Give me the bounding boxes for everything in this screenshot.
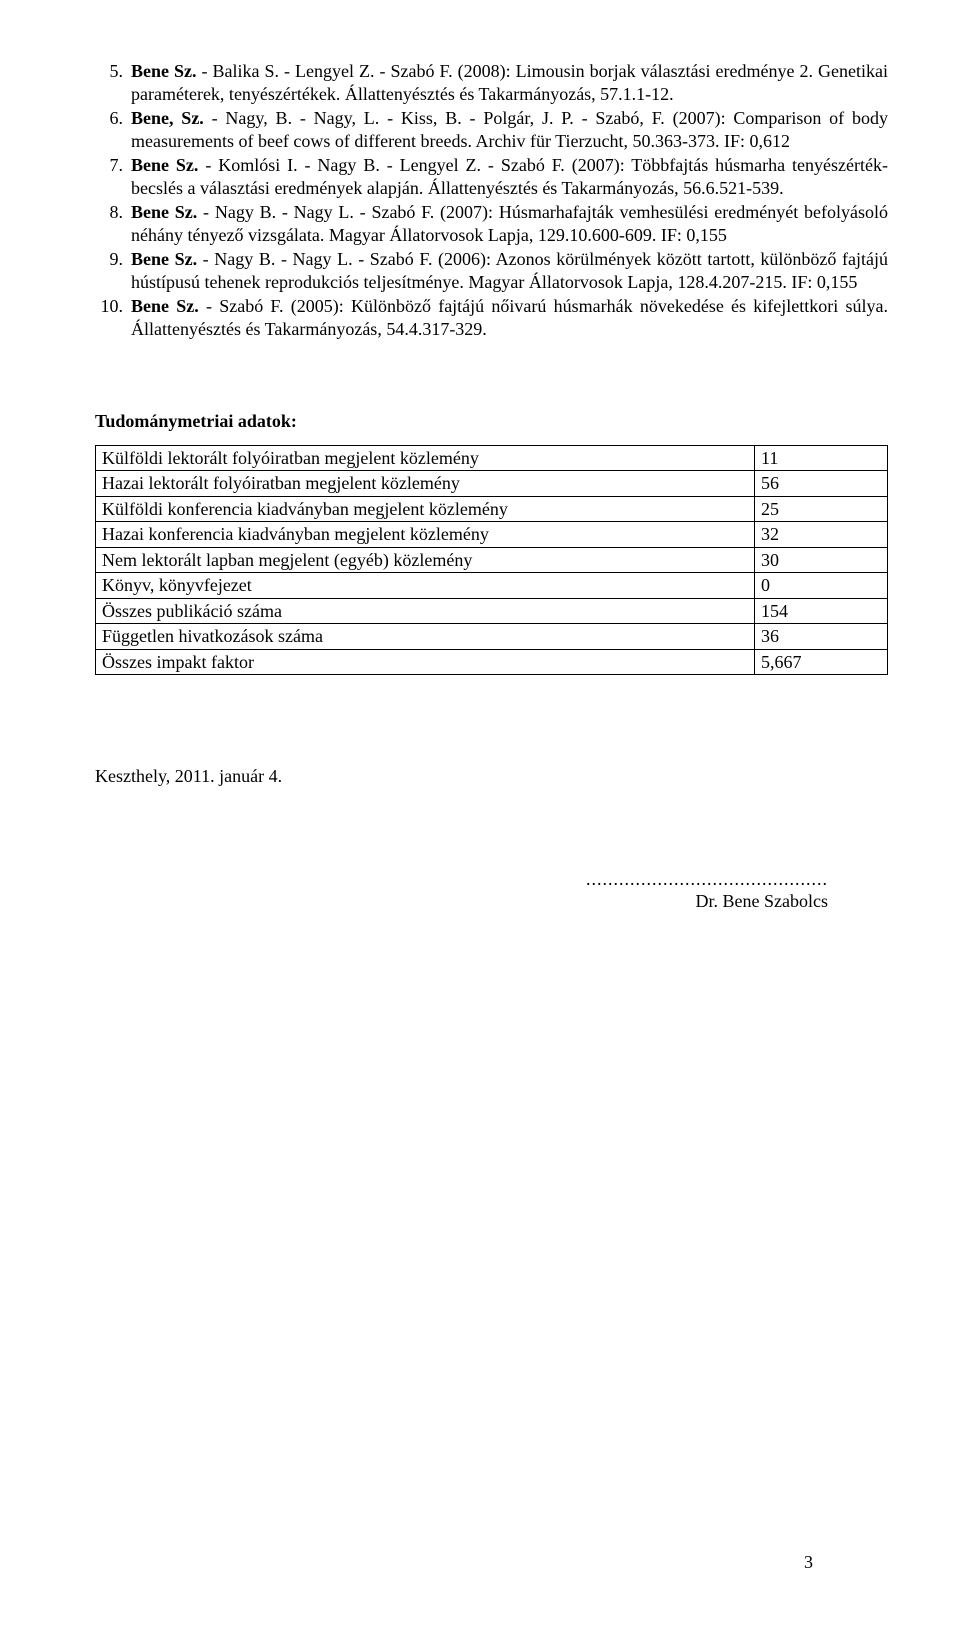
date-line: Keszthely, 2011. január 4. [95, 765, 888, 788]
metric-label: Összes impakt faktor [96, 649, 755, 675]
metrics-table: Külföldi lektorált folyóiratban megjelen… [95, 445, 888, 676]
metric-value: 32 [755, 522, 888, 548]
table-row: Külföldi konferencia kiadványban megjele… [96, 496, 888, 522]
table-row: Külföldi lektorált folyóiratban megjelen… [96, 445, 888, 471]
table-row: Könyv, könyvfejezet0 [96, 573, 888, 599]
table-row: Független hivatkozások száma36 [96, 624, 888, 650]
reference-text: Bene Sz. - Balika S. - Lengyel Z. - Szab… [131, 60, 888, 105]
reference-text: Bene Sz. - Nagy B. - Nagy L. - Szabó F. … [131, 201, 888, 246]
table-row: Nem lektorált lapban megjelent (egyéb) k… [96, 547, 888, 573]
reference-number: 6. [95, 107, 131, 152]
metric-label: Független hivatkozások száma [96, 624, 755, 650]
table-row: Összes impakt faktor5,667 [96, 649, 888, 675]
table-row: Összes publikáció száma154 [96, 598, 888, 624]
metric-label: Nem lektorált lapban megjelent (egyéb) k… [96, 547, 755, 573]
reference-number: 5. [95, 60, 131, 105]
metrics-title: Tudománymetriai adatok: [95, 410, 888, 433]
metric-value: 154 [755, 598, 888, 624]
reference-number: 10. [95, 295, 131, 340]
metric-value: 11 [755, 445, 888, 471]
reference-number: 7. [95, 154, 131, 199]
reference-text: Bene Sz. - Komlósi I. - Nagy B. - Lengye… [131, 154, 888, 199]
page-number: 3 [804, 1551, 813, 1574]
metric-label: Külföldi lektorált folyóiratban megjelen… [96, 445, 755, 471]
metric-value: 25 [755, 496, 888, 522]
reference-text: Bene, Sz. - Nagy, B. - Nagy, L. - Kiss, … [131, 107, 888, 152]
signature-block: ........................................… [95, 868, 888, 913]
metric-label: Hazai lektorált folyóiratban megjelent k… [96, 471, 755, 497]
reference-list: 5.Bene Sz. - Balika S. - Lengyel Z. - Sz… [95, 60, 888, 340]
reference-number: 8. [95, 201, 131, 246]
signature-dots: ........................................… [586, 869, 828, 889]
reference-item: 7.Bene Sz. - Komlósi I. - Nagy B. - Leng… [95, 154, 888, 199]
reference-text: Bene Sz. - Szabó F. (2005): Különböző fa… [131, 295, 888, 340]
metric-value: 30 [755, 547, 888, 573]
reference-item: 5.Bene Sz. - Balika S. - Lengyel Z. - Sz… [95, 60, 888, 105]
metric-label: Könyv, könyvfejezet [96, 573, 755, 599]
signature-name: Dr. Bene Szabolcs [696, 891, 828, 911]
reference-item: 9.Bene Sz. - Nagy B. - Nagy L. - Szabó F… [95, 248, 888, 293]
metric-label: Hazai konferencia kiadványban megjelent … [96, 522, 755, 548]
table-row: Hazai lektorált folyóiratban megjelent k… [96, 471, 888, 497]
metric-value: 5,667 [755, 649, 888, 675]
reference-item: 8.Bene Sz. - Nagy B. - Nagy L. - Szabó F… [95, 201, 888, 246]
metric-value: 56 [755, 471, 888, 497]
metric-value: 0 [755, 573, 888, 599]
reference-item: 6.Bene, Sz. - Nagy, B. - Nagy, L. - Kiss… [95, 107, 888, 152]
table-row: Hazai konferencia kiadványban megjelent … [96, 522, 888, 548]
reference-item: 10.Bene Sz. - Szabó F. (2005): Különböző… [95, 295, 888, 340]
metric-label: Külföldi konferencia kiadványban megjele… [96, 496, 755, 522]
metric-label: Összes publikáció száma [96, 598, 755, 624]
reference-text: Bene Sz. - Nagy B. - Nagy L. - Szabó F. … [131, 248, 888, 293]
metric-value: 36 [755, 624, 888, 650]
reference-number: 9. [95, 248, 131, 293]
